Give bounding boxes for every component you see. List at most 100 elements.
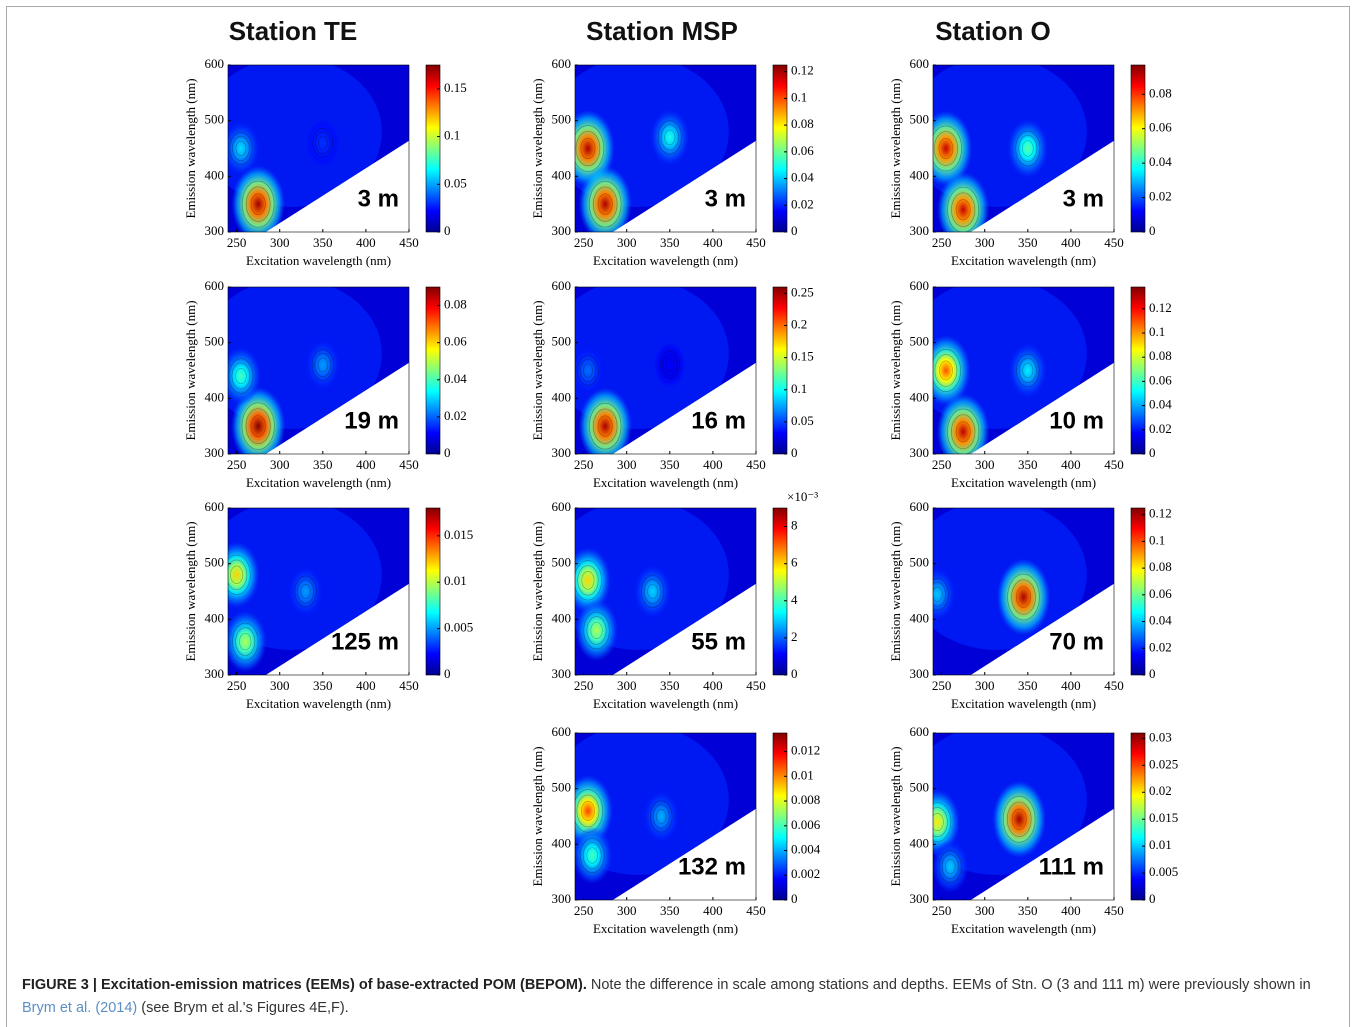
colorbar-tick-label: 0.02 xyxy=(1149,189,1172,204)
contour-line xyxy=(294,575,317,608)
plot-frame xyxy=(227,286,410,455)
y-tick-label: 300 xyxy=(205,666,225,681)
contour-line xyxy=(311,349,334,381)
frame xyxy=(6,6,1350,1027)
contour-line xyxy=(245,408,271,445)
y-tick-label: 400 xyxy=(552,389,572,404)
mask-region xyxy=(612,362,756,454)
caption-text: Note the difference in scale among stati… xyxy=(586,977,1311,993)
colorbar-tick-label: 0 xyxy=(791,223,798,238)
contour-line xyxy=(947,408,980,454)
contour-line xyxy=(650,800,673,833)
y-tick-label: 500 xyxy=(910,334,930,349)
x-tick-label: 400 xyxy=(703,903,723,918)
contour-line xyxy=(1002,795,1036,843)
contour-line xyxy=(933,802,952,842)
colorbar-tick-label: 0.03 xyxy=(1149,729,1172,744)
depth-label: 132 m xyxy=(678,853,746,880)
contour-line xyxy=(250,193,266,215)
contour-line xyxy=(297,579,314,604)
x-tick-label: 450 xyxy=(1104,235,1124,250)
depth-label: 70 m xyxy=(1049,628,1104,655)
x-axis-label: Excitation wavelength (nm) xyxy=(593,475,738,490)
y-axis-label: Emission wavelength (nm) xyxy=(183,78,198,218)
y-tick-label: 300 xyxy=(910,223,930,238)
mask-region xyxy=(265,362,409,454)
plot-frame xyxy=(932,507,1115,676)
x-tick-label: 350 xyxy=(1018,235,1038,250)
contour-line xyxy=(647,583,658,600)
contour-line xyxy=(580,801,595,821)
x-axis-label: Excitation wavelength (nm) xyxy=(951,921,1096,936)
plot-frame xyxy=(932,64,1115,233)
y-tick-label: 400 xyxy=(205,167,225,182)
x-tick-label: 300 xyxy=(617,457,637,472)
mask-region xyxy=(970,362,1114,454)
contour-line xyxy=(241,180,275,228)
colorbar-tick-label: 0.12 xyxy=(791,63,814,78)
x-tick-label: 400 xyxy=(356,678,376,693)
contour-line xyxy=(235,367,247,385)
contour-line xyxy=(583,611,610,650)
contour-line xyxy=(235,627,256,656)
y-tick-label: 300 xyxy=(552,666,572,681)
y-tick-label: 600 xyxy=(552,278,572,293)
contour-line xyxy=(941,854,959,879)
colorbar-tick-label: 0 xyxy=(444,223,451,238)
colorbar xyxy=(425,507,441,676)
y-tick-label: 500 xyxy=(552,780,572,795)
contour-line xyxy=(582,363,593,378)
colorbar-tick-label: 0.05 xyxy=(444,175,467,190)
contour-line xyxy=(312,128,334,158)
mask-region xyxy=(612,808,756,900)
contour-line xyxy=(586,616,607,645)
y-tick-label: 600 xyxy=(552,56,572,71)
colorbar-tick-label: 0.025 xyxy=(1149,756,1178,771)
peak xyxy=(575,826,613,885)
colorbar xyxy=(772,64,788,233)
y-tick-label: 500 xyxy=(552,555,572,570)
colorbar-tick-label: 0.04 xyxy=(1149,613,1172,628)
colorbar-tick-label: 0.004 xyxy=(791,842,821,857)
colorbar-tick-label: 0.15 xyxy=(444,80,467,95)
x-tick-label: 350 xyxy=(1018,678,1038,693)
contour-line xyxy=(235,140,247,157)
x-tick-label: 300 xyxy=(270,235,290,250)
peak xyxy=(575,345,606,396)
contour-line xyxy=(228,554,251,595)
x-tick-label: 250 xyxy=(574,457,594,472)
colorbar-tick-label: 0.06 xyxy=(1149,586,1172,601)
peak xyxy=(937,172,990,232)
colorbar-tick-label: 0.01 xyxy=(791,767,814,782)
y-tick-label: 600 xyxy=(552,499,572,514)
y-tick-label: 600 xyxy=(205,499,225,514)
x-axis-label: Excitation wavelength (nm) xyxy=(951,253,1096,268)
colorbar-tick-label: 0 xyxy=(791,666,798,681)
contour-line xyxy=(232,622,259,661)
contour-line xyxy=(1016,586,1031,608)
x-tick-label: 400 xyxy=(356,457,376,472)
contour-line xyxy=(592,408,618,444)
y-tick-label: 600 xyxy=(910,278,930,293)
contour-line xyxy=(933,586,943,602)
colorbar xyxy=(1130,732,1146,901)
x-axis-label: Excitation wavelength (nm) xyxy=(246,696,391,711)
peak xyxy=(653,342,686,388)
contour-line xyxy=(592,186,618,222)
peak xyxy=(633,564,672,619)
colorbar-tick-label: 0.15 xyxy=(791,349,814,364)
x-tick-label: 400 xyxy=(703,457,723,472)
contour-line xyxy=(659,350,680,379)
x-tick-label: 250 xyxy=(932,457,952,472)
contour-line xyxy=(643,579,662,604)
plot-area xyxy=(575,733,756,900)
x-tick-label: 300 xyxy=(975,457,995,472)
y-axis-label: Emission wavelength (nm) xyxy=(530,78,545,218)
caption-link[interactable]: Brym et al. (2014) xyxy=(22,1000,138,1016)
contour-line xyxy=(641,575,665,608)
contour-line xyxy=(664,129,676,146)
contour-line xyxy=(580,137,596,160)
